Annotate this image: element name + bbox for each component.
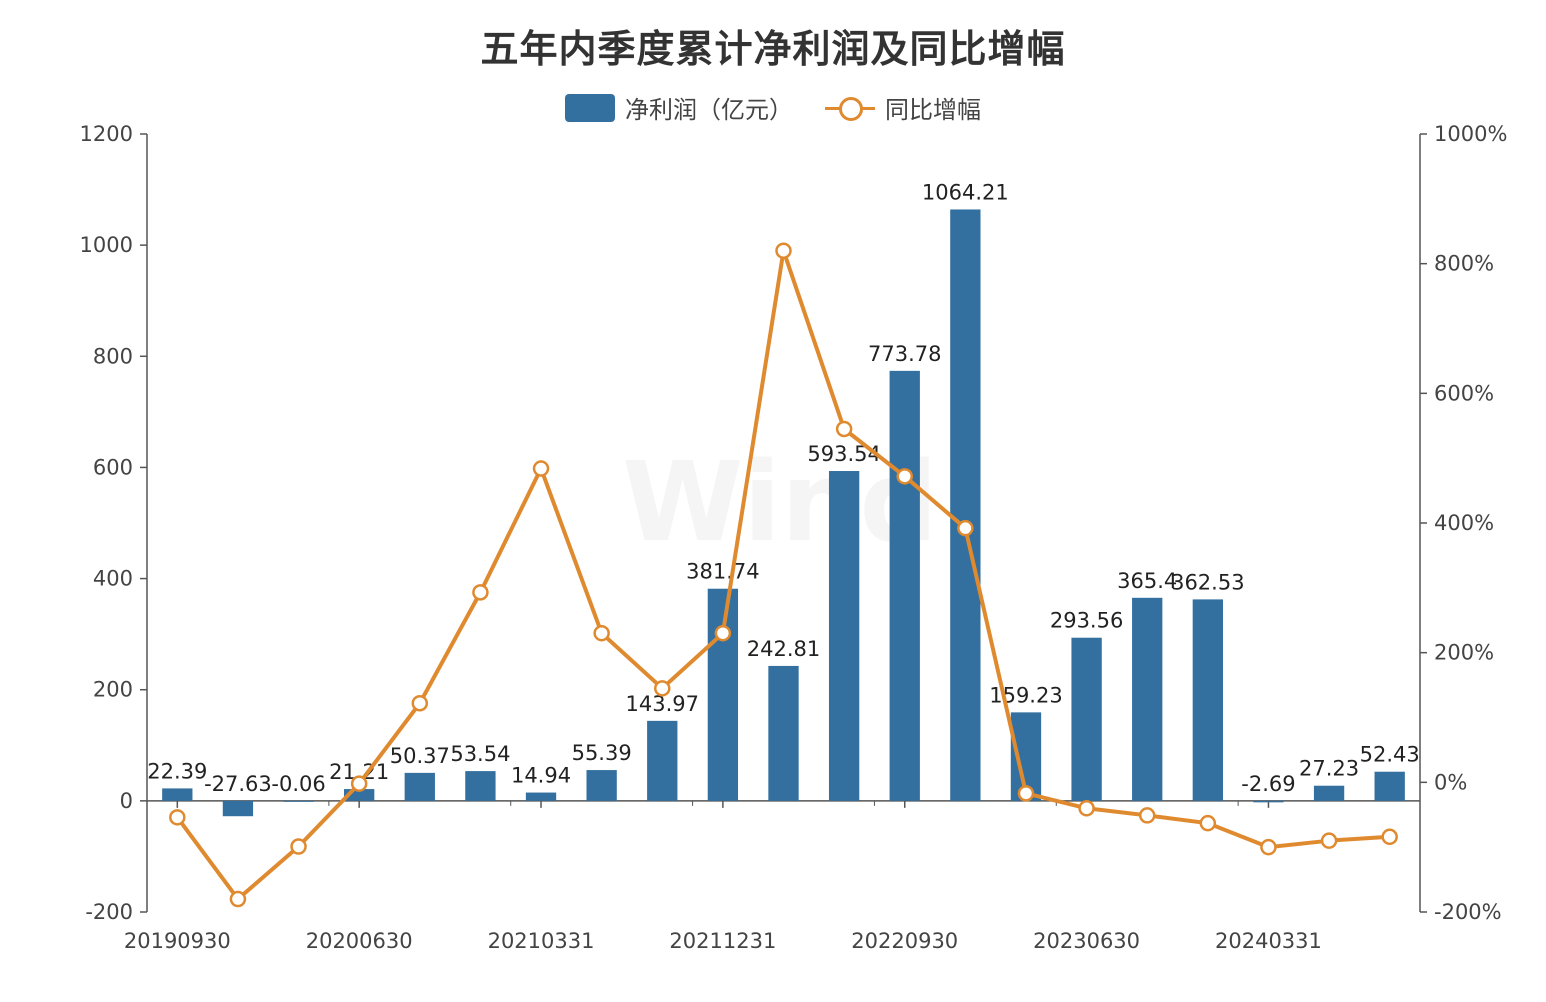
legend-item-net-profit[interactable]: 净利润（亿元） (565, 90, 793, 125)
legend-item-yoy-growth[interactable]: 同比增幅 (825, 90, 981, 125)
yoy-growth-point[interactable] (169, 809, 186, 826)
bar-value-label: 365.4 (1117, 569, 1177, 593)
bar[interactable] (222, 800, 254, 817)
bar[interactable] (950, 209, 981, 801)
bar-value-label: -27.63 (204, 772, 272, 796)
bar[interactable] (647, 720, 678, 801)
left-y-tick-label: 800 (93, 344, 133, 368)
bar-value-label: 1064.21 (922, 180, 1009, 204)
bar-value-label: 362.53 (1171, 570, 1244, 594)
bar-value-label: 52.43 (1360, 743, 1420, 767)
bar[interactable] (828, 471, 860, 801)
bar[interactable] (889, 370, 920, 801)
yoy-growth-point[interactable] (411, 694, 429, 712)
yoy-growth-point[interactable] (350, 775, 368, 792)
chart-title: 五年内季度累计净利润及同比增幅 (480, 27, 1066, 71)
bar[interactable] (768, 665, 799, 801)
yoy-growth-point[interactable] (1381, 828, 1398, 846)
right-y-tick-label: 400% (1434, 511, 1494, 535)
x-tick-label: 20190930 (124, 929, 231, 953)
bar[interactable] (1192, 599, 1223, 801)
yoy-growth-point[interactable] (654, 680, 671, 697)
bar[interactable] (1071, 637, 1102, 801)
bar[interactable] (344, 789, 375, 801)
x-tick-label: 20220930 (851, 929, 958, 953)
yoy-growth-point[interactable] (896, 468, 913, 485)
yoy-growth-point[interactable] (1320, 832, 1338, 849)
yoy-growth-point[interactable] (775, 242, 792, 259)
bar[interactable] (465, 771, 496, 801)
yoy-growth-point[interactable] (957, 519, 974, 537)
left-y-tick-label: 600 (93, 455, 133, 479)
legend-line-swatch (825, 94, 875, 122)
bar-value-label: 27.23 (1299, 757, 1359, 781)
left-y-tick-label: 400 (93, 567, 133, 591)
bar[interactable] (586, 770, 617, 801)
bar-value-label: 22.39 (147, 759, 207, 783)
legend: 净利润（亿元） 同比增幅 (0, 90, 1546, 125)
bar-value-label: 381.74 (686, 560, 759, 584)
bar[interactable] (1374, 771, 1405, 801)
bar-value-label: 593.54 (807, 442, 880, 466)
yoy-growth-point[interactable] (714, 624, 732, 642)
yoy-growth-point[interactable] (835, 420, 853, 438)
bar[interactable] (1253, 800, 1284, 803)
left-y-tick-label: 1200 (80, 122, 133, 146)
bar[interactable] (283, 800, 314, 802)
right-y-tick-label: 200% (1434, 641, 1494, 665)
legend-bar-swatch (565, 93, 615, 122)
left-y-tick-label: -200 (85, 900, 133, 924)
yoy-growth-point[interactable] (1078, 800, 1095, 817)
bar[interactable] (404, 772, 435, 801)
yoy-growth-point[interactable] (229, 890, 247, 908)
bar[interactable] (1132, 597, 1163, 801)
bar-value-label: 293.56 (1050, 609, 1123, 633)
bar[interactable] (525, 792, 557, 801)
yoy-growth-point[interactable] (1199, 814, 1217, 832)
bar-value-label: 242.81 (747, 637, 820, 661)
left-y-tick-label: 0 (120, 789, 133, 813)
right-y-tick-label: 800% (1434, 252, 1494, 276)
yoy-growth-point[interactable] (532, 460, 550, 477)
x-tick-label: 20211231 (669, 929, 776, 953)
left-y-tick-label: 1000 (80, 233, 133, 257)
yoy-growth-point[interactable] (1138, 807, 1156, 824)
bar-value-label: 50.37 (390, 744, 450, 768)
x-tick-label: 20210331 (488, 929, 595, 953)
bar-value-label: 55.39 (572, 741, 632, 765)
bar-value-label: 773.78 (868, 342, 941, 366)
yoy-growth-point[interactable] (290, 838, 307, 855)
bar-value-label: 53.54 (450, 742, 510, 766)
x-tick-label: 20240331 (1215, 929, 1322, 953)
x-tick-label: 20200630 (306, 929, 413, 953)
right-y-tick-label: -200% (1434, 900, 1502, 924)
left-y-tick-label: 200 (93, 678, 133, 702)
right-y-tick-label: 1000% (1434, 122, 1507, 146)
bar[interactable] (162, 788, 193, 801)
yoy-growth-point[interactable] (1260, 838, 1277, 856)
bar-value-label: -0.06 (271, 772, 325, 796)
right-y-tick-label: 600% (1434, 381, 1494, 405)
legend-label-net-profit: 净利润（亿元） (625, 96, 793, 124)
yoy-growth-point[interactable] (1017, 785, 1035, 802)
bar[interactable] (1313, 785, 1345, 801)
yoy-growth-point[interactable] (593, 624, 610, 642)
yoy-growth-point[interactable] (472, 584, 489, 601)
x-tick-label: 20230630 (1033, 929, 1140, 953)
legend-label-yoy-growth: 同比增幅 (885, 96, 981, 124)
bar-value-label: 14.94 (511, 764, 571, 788)
right-y-tick-label: 0% (1434, 770, 1467, 794)
bar-value-label: -2.69 (1241, 772, 1295, 796)
